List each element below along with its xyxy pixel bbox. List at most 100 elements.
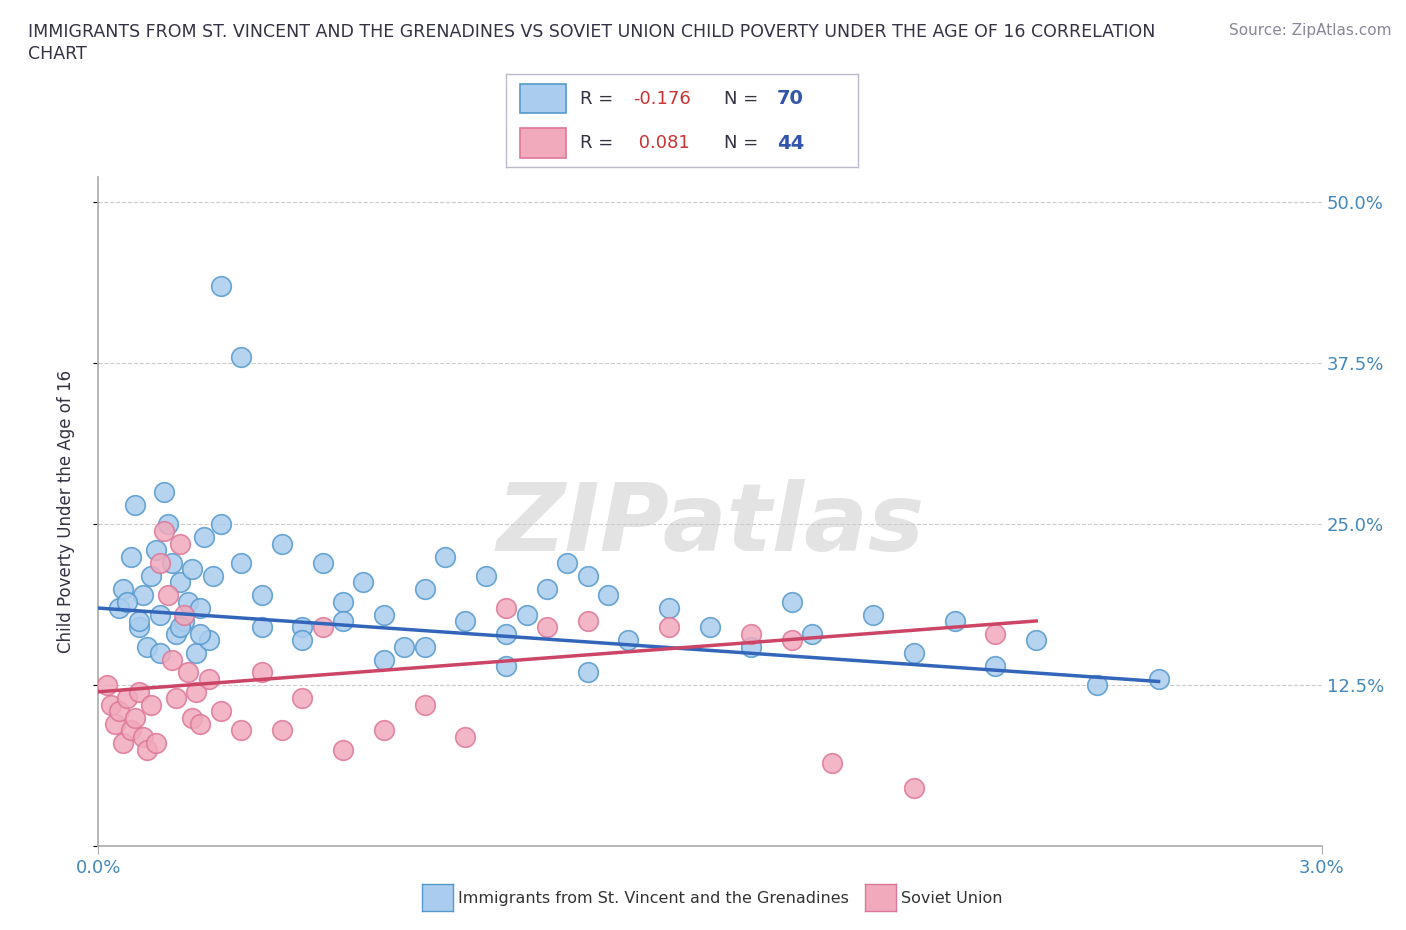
Point — [186, 684, 208, 699]
Point — [1147, 671, 1170, 686]
Point — [291, 620, 314, 635]
Point — [780, 594, 803, 609]
Point — [104, 716, 127, 731]
Point — [188, 627, 212, 642]
Point — [115, 594, 138, 609]
Point — [617, 632, 640, 647]
Point — [132, 588, 155, 603]
Point — [373, 723, 395, 737]
Point — [197, 671, 219, 686]
Point — [270, 723, 292, 737]
Point — [495, 658, 517, 673]
Text: R =: R = — [579, 89, 619, 108]
Point — [132, 729, 155, 744]
Point — [128, 620, 150, 635]
Point — [903, 645, 925, 660]
Point — [332, 614, 354, 629]
Point — [156, 588, 179, 603]
Point — [862, 607, 884, 622]
Point — [250, 620, 273, 635]
Point — [984, 658, 1007, 673]
FancyBboxPatch shape — [520, 128, 565, 158]
Point — [193, 530, 215, 545]
Point — [454, 729, 477, 744]
Point — [100, 698, 122, 712]
Point — [156, 517, 179, 532]
Text: IMMIGRANTS FROM ST. VINCENT AND THE GRENADINES VS SOVIET UNION CHILD POVERTY UND: IMMIGRANTS FROM ST. VINCENT AND THE GREN… — [28, 23, 1156, 41]
Text: -0.176: -0.176 — [633, 89, 690, 108]
Point — [658, 620, 681, 635]
Text: R =: R = — [579, 134, 619, 153]
Point — [188, 601, 212, 616]
Point — [332, 594, 354, 609]
Point — [181, 711, 204, 725]
Text: CHART: CHART — [28, 45, 87, 62]
Point — [169, 575, 191, 590]
Point — [495, 627, 517, 642]
Point — [250, 665, 273, 680]
Point — [108, 601, 131, 616]
Text: Immigrants from St. Vincent and the Grenadines: Immigrants from St. Vincent and the Gren… — [458, 891, 849, 906]
Point — [373, 652, 395, 667]
Point — [291, 632, 314, 647]
Point — [536, 620, 558, 635]
Text: 70: 70 — [778, 89, 804, 108]
Point — [555, 555, 579, 570]
Point — [576, 614, 599, 629]
Point — [145, 736, 167, 751]
Point — [311, 620, 335, 635]
Point — [373, 607, 395, 622]
Point — [181, 562, 204, 577]
Point — [169, 537, 191, 551]
Point — [454, 614, 477, 629]
Point — [124, 711, 146, 725]
Point — [413, 698, 436, 712]
Text: Source: ZipAtlas.com: Source: ZipAtlas.com — [1229, 23, 1392, 38]
Point — [149, 607, 172, 622]
Point — [108, 704, 131, 719]
Point — [270, 537, 292, 551]
Point — [1085, 678, 1108, 693]
Point — [413, 639, 436, 654]
Point — [188, 716, 212, 731]
Point — [780, 632, 803, 647]
FancyBboxPatch shape — [520, 84, 565, 113]
Point — [658, 601, 681, 616]
Point — [120, 723, 142, 737]
Point — [141, 568, 163, 583]
Point — [96, 678, 118, 693]
Point — [120, 549, 142, 564]
Text: 0.081: 0.081 — [633, 134, 689, 153]
Point — [145, 543, 167, 558]
Point — [903, 781, 925, 796]
Point — [699, 620, 721, 635]
Point — [186, 645, 208, 660]
Point — [536, 581, 558, 596]
Text: N =: N = — [724, 89, 763, 108]
Point — [250, 588, 273, 603]
Point — [177, 594, 200, 609]
Point — [392, 639, 416, 654]
Point — [209, 517, 232, 532]
Point — [149, 555, 172, 570]
Point — [201, 568, 224, 583]
Point — [801, 627, 824, 642]
Point — [1025, 632, 1047, 647]
Point — [173, 614, 195, 629]
Point — [160, 652, 183, 667]
Point — [177, 665, 200, 680]
Point — [111, 736, 134, 751]
Point — [169, 620, 191, 635]
Point — [165, 627, 187, 642]
Point — [311, 555, 335, 570]
Point — [576, 665, 599, 680]
Point — [229, 723, 253, 737]
Point — [740, 639, 762, 654]
Point — [152, 524, 174, 538]
Point — [413, 581, 436, 596]
Text: ZIPatlas: ZIPatlas — [496, 479, 924, 571]
Point — [124, 498, 146, 512]
Point — [128, 684, 150, 699]
Text: 44: 44 — [778, 134, 804, 153]
Point — [152, 485, 174, 499]
